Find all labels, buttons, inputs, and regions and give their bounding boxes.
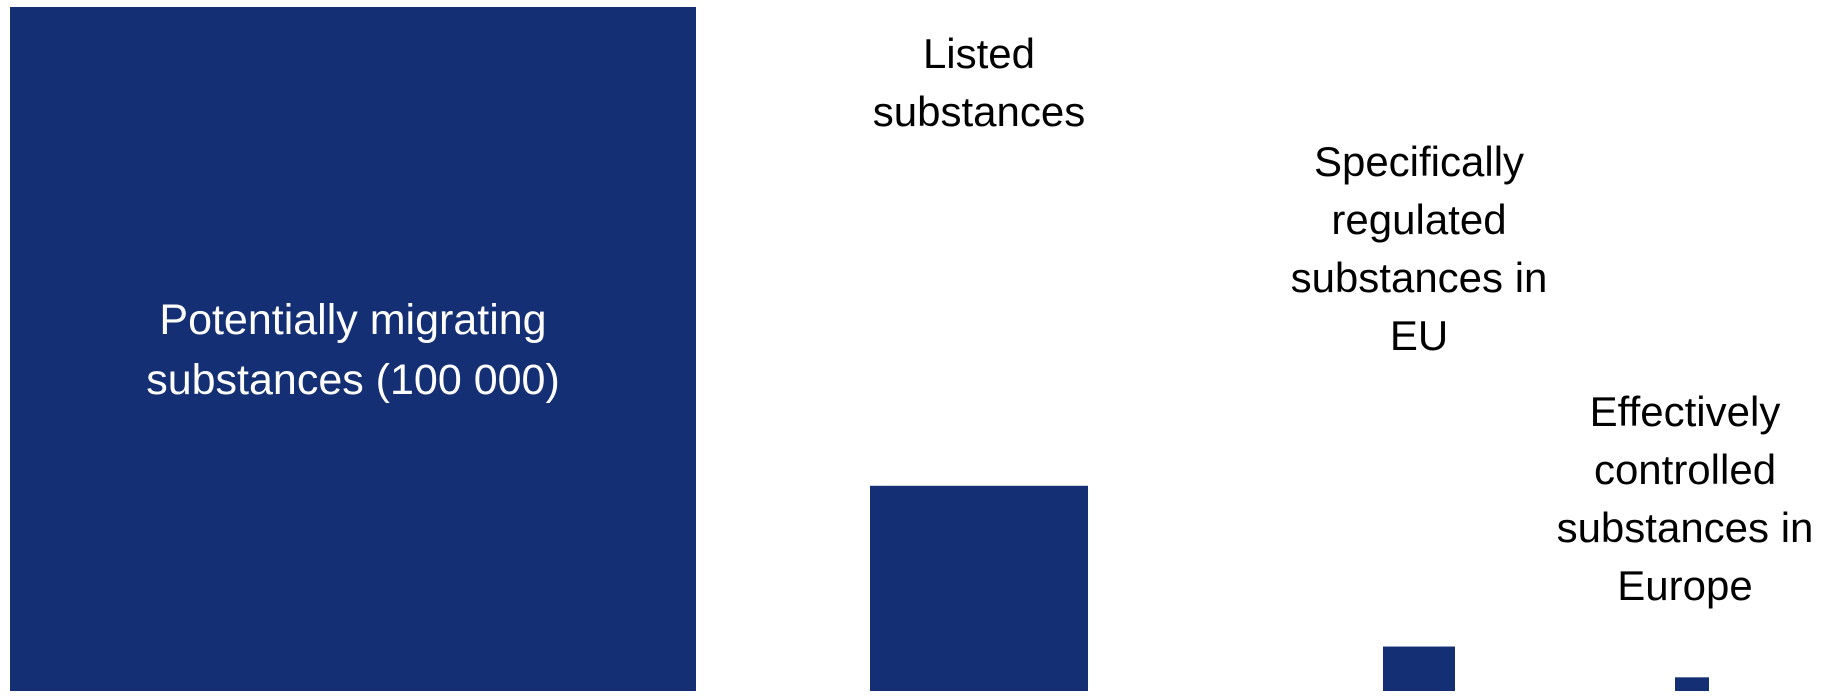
category-label-specifically-regulated: Specifically regulated substances in EU	[1290, 137, 1548, 359]
category-label-potentially-migrating: Potentially migrating substances (100 00…	[146, 296, 560, 404]
bar-specifically-regulated	[1383, 646, 1455, 691]
category-label-listed: Listed substances	[872, 29, 1086, 135]
bar-effectively-controlled	[1675, 677, 1709, 691]
bar-listed	[870, 485, 1088, 691]
bar-potentially-migrating	[10, 7, 696, 691]
category-label-effectively-controlled: Effectively controlled substances in Eur…	[1556, 388, 1814, 610]
